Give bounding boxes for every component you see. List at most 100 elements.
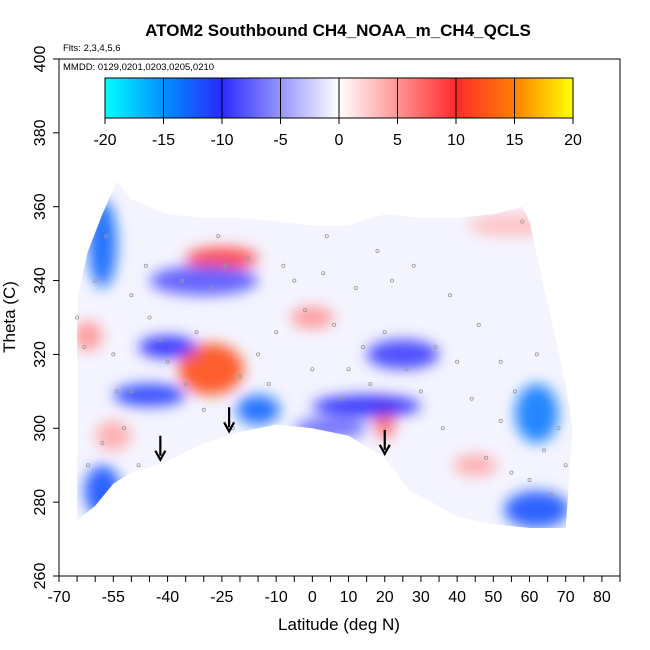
sample-point	[360, 344, 365, 349]
x-tick-label: 70	[557, 589, 575, 606]
heatmap-cell	[185, 247, 259, 270]
x-tick-label: 40	[448, 589, 466, 606]
sample-point	[509, 470, 514, 475]
heatmap-cell	[149, 265, 259, 296]
flight-arrow	[223, 407, 236, 434]
dates-label: MMDD: 0129,0201,0203,0205,0210	[63, 62, 214, 73]
sample-point	[346, 367, 351, 372]
sample-point	[332, 322, 337, 327]
sample-point	[310, 367, 315, 372]
colorbar-tick-label: 5	[393, 132, 402, 149]
x-tick-label: -25	[210, 589, 233, 606]
arrow-head	[378, 444, 391, 457]
sample-point	[86, 463, 91, 468]
x-tick-label: -55	[102, 589, 125, 606]
sample-point	[563, 463, 568, 468]
sample-point	[368, 381, 373, 386]
sample-point	[469, 396, 474, 401]
colorbar-tick-label: 10	[447, 132, 465, 149]
sample-point	[114, 389, 119, 394]
sample-point	[122, 426, 127, 431]
sample-point	[404, 367, 409, 372]
heatmap-cell	[84, 465, 121, 517]
colorbar-tick-label: -5	[273, 132, 287, 149]
sample-point	[75, 315, 80, 320]
heatmap-cell	[453, 454, 497, 477]
heatmap-cell	[515, 384, 559, 443]
colorbar-tick-label: -10	[210, 132, 233, 149]
sample-point	[104, 234, 109, 239]
y-tick-label: 300	[32, 415, 49, 442]
heatmap-cell	[77, 321, 103, 351]
sample-point	[180, 278, 185, 283]
x-tick-label: 30	[412, 589, 430, 606]
sample-point	[292, 278, 297, 283]
sample-point	[527, 477, 532, 482]
y-tick-label: 260	[32, 563, 49, 590]
sample-points	[75, 219, 568, 497]
colorbar: -20 -15 -10 -5 0 5 10 15 20	[93, 77, 582, 149]
sample-point	[143, 263, 148, 268]
sample-point	[82, 344, 87, 349]
heatmap-cell	[87, 199, 117, 288]
sample-point	[447, 293, 452, 298]
y-tick-label: 360	[32, 193, 49, 220]
sample-point	[147, 315, 152, 320]
sample-point	[353, 285, 358, 290]
x-tick-label: 80	[593, 589, 611, 606]
y-tick-label: 320	[32, 341, 49, 368]
sample-point	[266, 381, 271, 386]
sample-point	[484, 455, 489, 460]
x-tick-label: -40	[156, 589, 179, 606]
sample-point	[542, 448, 547, 453]
heatmap-cell	[468, 214, 555, 237]
sample-point	[476, 322, 481, 327]
sample-point	[382, 330, 387, 335]
chart-title: ATOM2 Southbound CH4_NOAA_m_CH4_QCLS	[145, 21, 531, 40]
sample-point	[129, 293, 134, 298]
sample-point	[158, 337, 163, 342]
sample-point	[183, 381, 188, 386]
colorbar-tick-label: -20	[93, 132, 116, 149]
sample-point	[281, 263, 286, 268]
heatmap-cell	[113, 384, 186, 407]
sample-point	[549, 492, 554, 497]
heatmap-field	[77, 180, 573, 528]
heatmap-cell	[178, 343, 244, 396]
sample-point	[455, 359, 460, 364]
sample-point	[339, 396, 344, 401]
sample-point	[93, 278, 98, 283]
colorbar-tick-label: 0	[335, 132, 344, 149]
sample-point	[111, 352, 116, 357]
sample-point	[303, 308, 308, 313]
y-axis-label: Theta (C)	[0, 281, 19, 353]
x-tick-label: 50	[484, 589, 502, 606]
sample-point	[498, 418, 503, 423]
flight-arrow	[154, 435, 167, 463]
heatmap-cell	[138, 335, 197, 359]
sample-point	[498, 359, 503, 364]
sample-point	[375, 248, 380, 253]
sample-point	[513, 389, 518, 394]
sample-point	[411, 263, 416, 268]
y-tick-label: 280	[32, 489, 49, 516]
plot-frame	[58, 58, 621, 577]
arrow-head	[154, 450, 167, 463]
sample-point	[324, 234, 329, 239]
x-tick-label: -70	[47, 589, 70, 606]
flights-label: Flts: 2,3,4,5,6	[63, 43, 121, 54]
heatmap-cell	[504, 491, 570, 528]
sample-point	[129, 389, 134, 394]
sample-point	[223, 263, 228, 268]
flight-arrow	[378, 429, 391, 457]
heatmap-cell	[236, 395, 280, 425]
x-tick-label: 20	[376, 589, 394, 606]
y-tick-label: 400	[32, 46, 49, 73]
axes: -70 -55 -40 -25 -10 0 10 20 30 40 50 60 70 8026028030…	[32, 46, 621, 606]
sample-point	[216, 234, 221, 239]
x-axis-label: Latitude (deg N)	[278, 615, 400, 634]
x-tick-label: 10	[340, 589, 358, 606]
heatmap-envelope	[77, 180, 573, 528]
sample-point	[208, 285, 213, 290]
